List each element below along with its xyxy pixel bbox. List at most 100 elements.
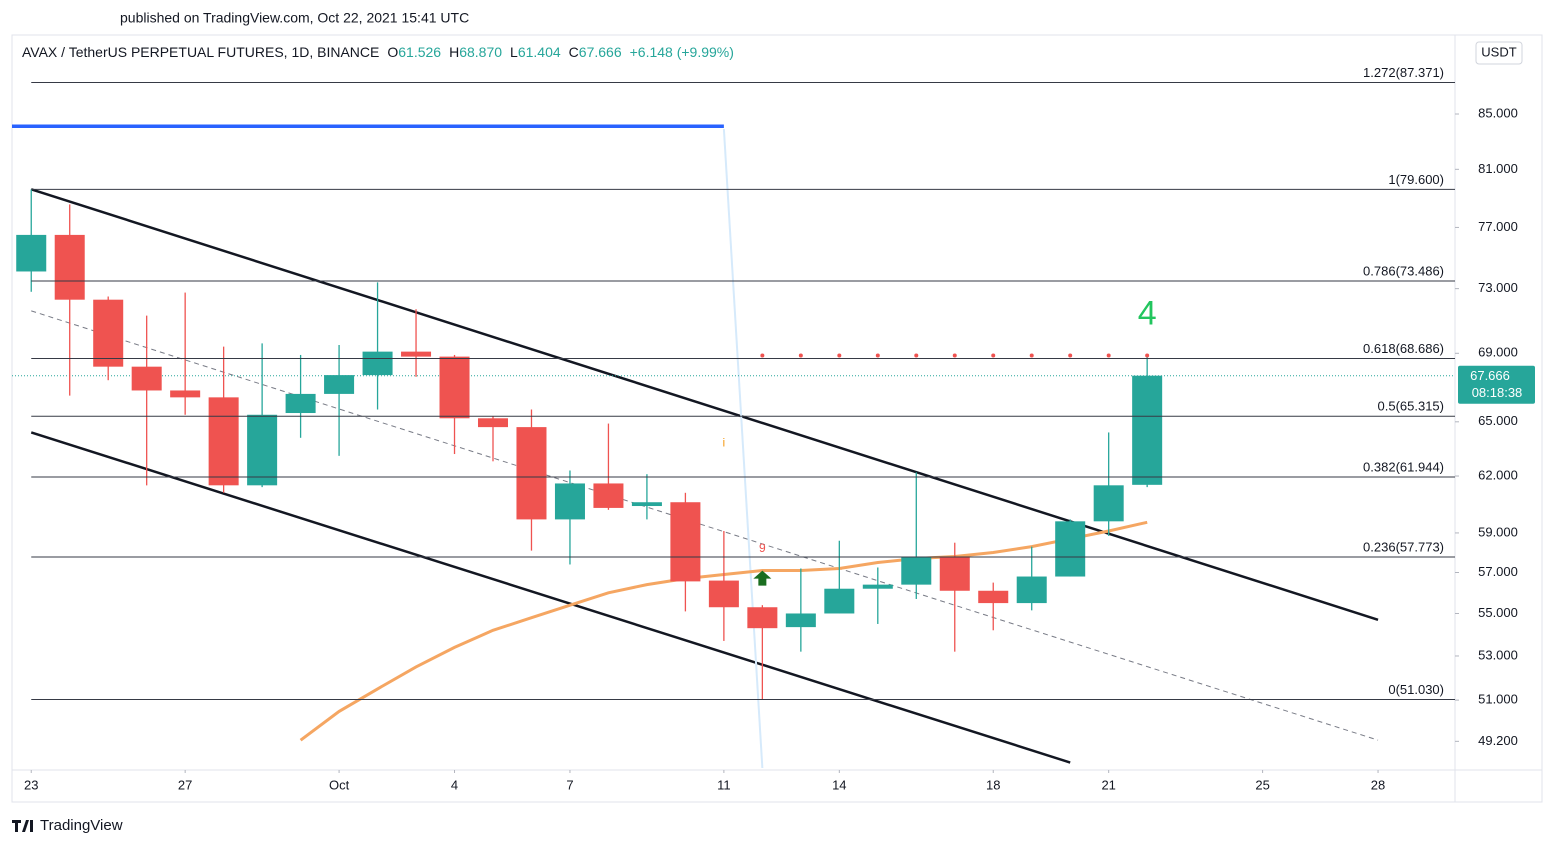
close-value: 67.666 bbox=[579, 44, 622, 60]
x-tick-label: 21 bbox=[1101, 777, 1115, 792]
candle-body bbox=[208, 397, 239, 486]
signal-arrow bbox=[753, 570, 772, 586]
trend-line bbox=[30, 188, 1379, 621]
resistance-dot bbox=[914, 353, 919, 358]
candle-body bbox=[631, 502, 662, 507]
candle-body bbox=[362, 351, 393, 376]
candle-body bbox=[785, 613, 816, 628]
x-tick-label: 11 bbox=[717, 777, 731, 792]
candle-body bbox=[1016, 576, 1047, 604]
annotation: 4 bbox=[1138, 295, 1157, 333]
y-tick-label: 69.000 bbox=[1478, 345, 1518, 360]
candle-body bbox=[477, 418, 509, 428]
resistance-dot bbox=[991, 353, 996, 358]
y-tick-label: 81.000 bbox=[1478, 161, 1518, 176]
candle-body bbox=[324, 375, 355, 394]
fib-level-label: 0.382(61.944) bbox=[1363, 459, 1444, 474]
candle-body bbox=[593, 483, 624, 508]
candle-body bbox=[401, 351, 432, 357]
x-tick-label: 27 bbox=[178, 777, 192, 792]
published-note: published on TradingView.com, Oct 22, 20… bbox=[120, 10, 469, 26]
candle-body bbox=[1055, 521, 1086, 577]
candle-body bbox=[439, 356, 470, 419]
current-price-label: 67.666 bbox=[1470, 368, 1510, 383]
resistance-dot bbox=[1145, 353, 1150, 358]
symbol-title: AVAX / TetherUS PERPETUAL FUTURES, 1D, B… bbox=[22, 44, 379, 60]
candle-body bbox=[170, 390, 201, 398]
candle-body bbox=[901, 557, 932, 585]
resistance-dot bbox=[1029, 353, 1034, 358]
x-tick-label: Oct bbox=[329, 777, 350, 792]
change-value: +6.148 (+9.99%) bbox=[630, 44, 734, 60]
logo-text: TradingView bbox=[40, 817, 123, 834]
high-value: 68.870 bbox=[459, 44, 502, 60]
x-tick-label: 18 bbox=[986, 777, 1000, 792]
candle-body bbox=[747, 607, 778, 629]
candle-body bbox=[824, 588, 855, 614]
annotation: i bbox=[723, 435, 726, 449]
candle-body bbox=[708, 580, 739, 608]
resistance-dot bbox=[760, 353, 765, 358]
candle-body bbox=[1132, 375, 1163, 485]
close-label: C bbox=[569, 44, 579, 60]
trend-line bbox=[30, 431, 1071, 764]
candle-body bbox=[554, 483, 585, 520]
candle-body bbox=[670, 502, 701, 582]
fib-level-label: 1.272(87.371) bbox=[1363, 65, 1444, 80]
y-tick-label: 51.000 bbox=[1478, 692, 1518, 707]
resistance-dot bbox=[837, 353, 842, 358]
x-tick-label: 25 bbox=[1255, 777, 1269, 792]
y-tick-label: 49.200 bbox=[1478, 733, 1518, 748]
plot-area bbox=[12, 124, 1455, 768]
open-value: 61.526 bbox=[398, 44, 441, 60]
candle-body bbox=[862, 584, 893, 589]
x-tick-label: 14 bbox=[832, 777, 846, 792]
y-tick-label: 65.000 bbox=[1478, 413, 1518, 428]
candle-body bbox=[516, 427, 547, 520]
resistance-dot bbox=[952, 353, 957, 358]
open-label: O bbox=[387, 44, 398, 60]
y-tick-label: 85.000 bbox=[1478, 105, 1518, 120]
x-tick-label: 23 bbox=[24, 777, 38, 792]
legend-line: AVAX / TetherUS PERPETUAL FUTURES, 1D, B… bbox=[22, 44, 734, 60]
x-tick-label: 4 bbox=[451, 777, 458, 792]
candle-body bbox=[16, 234, 47, 272]
y-tick-label: 53.000 bbox=[1478, 647, 1518, 662]
annotation: 9 bbox=[759, 541, 766, 555]
y-tick-label: 77.000 bbox=[1478, 219, 1518, 234]
candle-body bbox=[1093, 485, 1124, 522]
low-value: 61.404 bbox=[518, 44, 561, 60]
fib-level-label: 0.236(57.773) bbox=[1363, 539, 1444, 554]
fib-level-label: 1(79.600) bbox=[1388, 172, 1444, 187]
trend-line bbox=[722, 128, 764, 768]
trend-line bbox=[31, 310, 1379, 741]
x-tick-label: 7 bbox=[566, 777, 573, 792]
currency-button[interactable] bbox=[1475, 41, 1523, 65]
y-tick-label: 57.000 bbox=[1478, 564, 1518, 579]
logo: TradingView bbox=[12, 817, 123, 834]
fib-level-label: 0.618(68.686) bbox=[1363, 341, 1444, 356]
y-tick-label: 55.000 bbox=[1478, 605, 1518, 620]
fib-level-label: 0.786(73.486) bbox=[1363, 263, 1444, 278]
resistance-dot bbox=[798, 353, 803, 358]
x-tick-label: 28 bbox=[1371, 777, 1385, 792]
resistance-dot bbox=[1068, 353, 1073, 358]
y-tick-label: 59.000 bbox=[1478, 524, 1518, 539]
candle-body bbox=[285, 393, 316, 414]
low-label: L bbox=[510, 44, 518, 60]
fib-level-label: 0(51.030) bbox=[1388, 682, 1444, 697]
currency-label: USDT bbox=[1481, 44, 1516, 59]
fib-level-label: 0.5(65.315) bbox=[1378, 399, 1445, 414]
logo-icon bbox=[12, 820, 33, 832]
candle-body bbox=[939, 557, 970, 591]
resistance-dot bbox=[875, 353, 880, 358]
candle-body bbox=[54, 234, 85, 300]
candle-body bbox=[247, 414, 278, 486]
high-label: H bbox=[449, 44, 459, 60]
current-price-box bbox=[1458, 365, 1535, 404]
candle-body bbox=[978, 590, 1009, 604]
chart-frame bbox=[11, 34, 1543, 803]
resistance-dot bbox=[1106, 353, 1111, 358]
